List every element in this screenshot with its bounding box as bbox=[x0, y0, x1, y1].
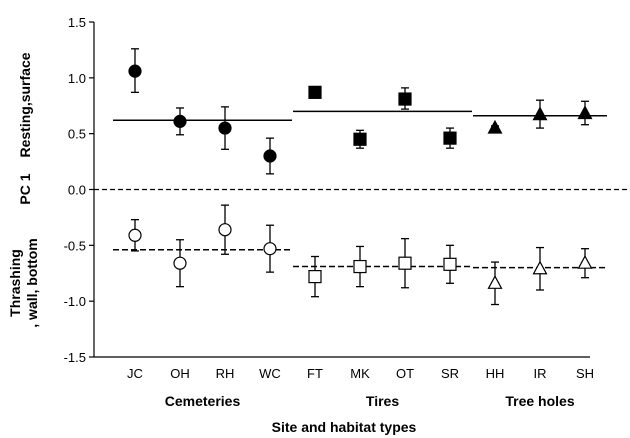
y-tick-label: 0.0 bbox=[68, 183, 86, 198]
x-axis-title: Site and habitat types bbox=[272, 419, 417, 435]
data-point-circle bbox=[128, 64, 142, 78]
y-tick-label: -1.0 bbox=[64, 294, 86, 309]
data-markers bbox=[128, 64, 593, 289]
group-label: Tires bbox=[366, 393, 399, 409]
data-point-triangle bbox=[532, 260, 548, 275]
x-tick-label: HH bbox=[486, 366, 505, 381]
data-point-circle bbox=[128, 228, 142, 242]
y-axis-title-top: Resting,surface bbox=[17, 52, 33, 157]
data-point-square bbox=[443, 131, 457, 145]
x-tick-label: OH bbox=[170, 366, 190, 381]
group-label: Tree holes bbox=[505, 393, 574, 409]
data-point-square bbox=[308, 270, 322, 284]
data-point-circle bbox=[218, 121, 232, 135]
x-tick-label: RH bbox=[216, 366, 235, 381]
y-axis-title-bottom-line1: Thrashing bbox=[7, 249, 23, 317]
data-point-triangle bbox=[577, 254, 593, 269]
x-tick-label: SH bbox=[576, 366, 594, 381]
data-point-square bbox=[308, 85, 322, 99]
group-labels: Cemeteries Tires Tree holes bbox=[165, 393, 575, 409]
data-point-triangle bbox=[487, 119, 503, 134]
data-point-square bbox=[398, 256, 412, 270]
data-point-square bbox=[353, 259, 367, 274]
x-tick-label: FT bbox=[307, 366, 323, 381]
y-tick-label: -1.5 bbox=[64, 350, 86, 365]
x-tick-label: SR bbox=[441, 366, 459, 381]
data-point-circle bbox=[263, 149, 277, 163]
data-point-square bbox=[353, 132, 367, 146]
y-tick-label: -0.5 bbox=[64, 238, 86, 253]
data-point-circle bbox=[173, 256, 187, 270]
x-tick-label: WC bbox=[259, 366, 281, 381]
x-tick-label: MK bbox=[350, 366, 370, 381]
axes-layer bbox=[93, 22, 630, 358]
data-point-triangle bbox=[577, 105, 593, 120]
data-point-triangle bbox=[487, 275, 503, 289]
data-point-square bbox=[398, 92, 412, 106]
y-tick-label: 1.5 bbox=[68, 15, 86, 30]
x-tick-labels: JC OH RH WC FT MK OT SR HH IR SH bbox=[127, 366, 594, 381]
data-point-triangle bbox=[532, 106, 548, 121]
y-axis-title-bottom-line2: , wall, bottom bbox=[24, 238, 40, 327]
y-tick-label: 0.5 bbox=[68, 127, 86, 142]
y-tick-label: 1.0 bbox=[68, 71, 86, 86]
data-point-circle bbox=[173, 114, 187, 128]
group-label: Cemeteries bbox=[165, 393, 241, 409]
data-point-square bbox=[443, 257, 457, 271]
data-point-circle bbox=[263, 242, 277, 256]
x-tick-label: JC bbox=[127, 366, 143, 381]
data-point-circle bbox=[218, 223, 232, 237]
y-tick-labels: 1.5 1.0 0.5 0.0 -0.5 -1.0 -1.5 bbox=[64, 15, 94, 365]
x-tick-label: IR bbox=[534, 366, 547, 381]
y-axis-title-middle: PC 1 bbox=[17, 173, 33, 204]
x-tick-label: OT bbox=[396, 366, 414, 381]
